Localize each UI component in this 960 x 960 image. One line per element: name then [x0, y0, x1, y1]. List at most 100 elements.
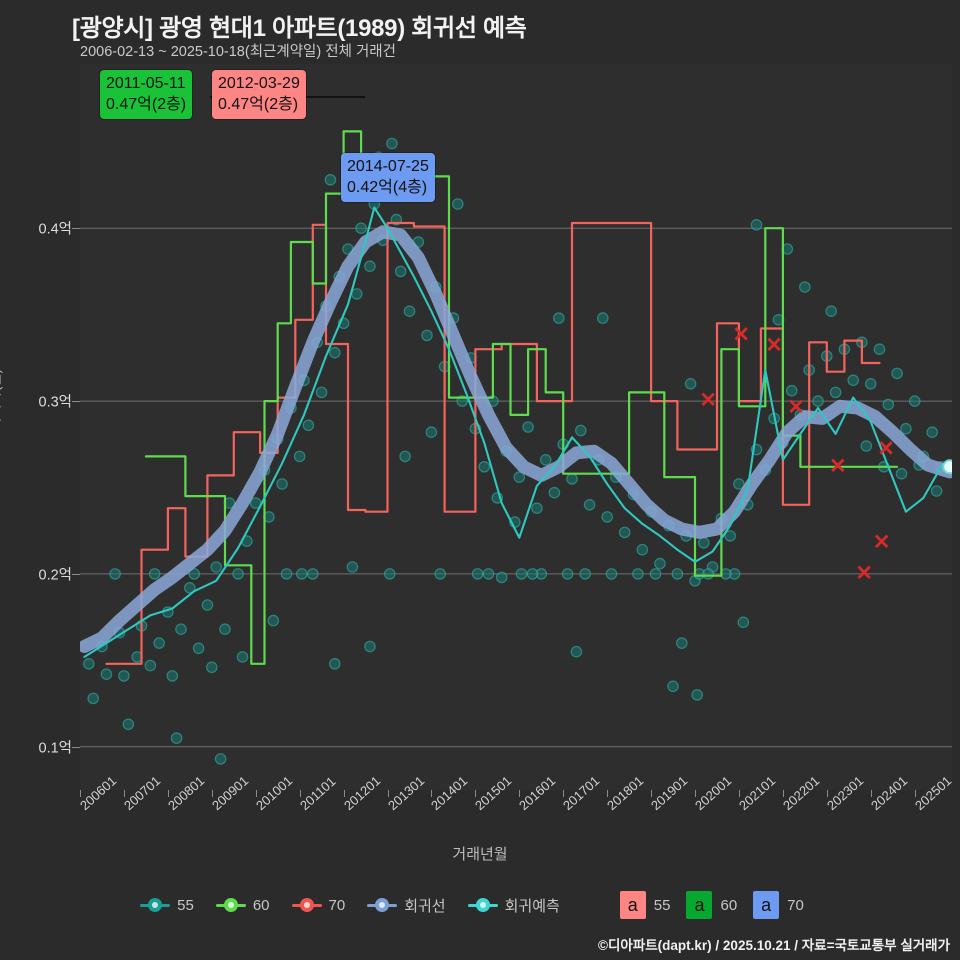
callout-price: 0.47억(2층) [106, 96, 187, 113]
blue-callout[interactable]: 2014-07-25 0.42억(4층) [341, 153, 435, 202]
x-axis-tick [167, 790, 169, 797]
scatter-point [864, 377, 877, 390]
plot-background [80, 64, 952, 790]
page-subtitle: 2006-02-13 ~ 2025-10-18(최근계약일) 전체 거래건 [80, 44, 396, 60]
y-axis-tick [72, 746, 80, 748]
legend-item-회귀선[interactable]: 회귀선 [367, 895, 446, 916]
scatter-point [280, 568, 293, 580]
legend-label: 회귀예측 [504, 897, 560, 915]
scatter-point [579, 568, 591, 580]
scatter-point [697, 536, 710, 549]
scatter-point [296, 568, 308, 580]
scatter-point [232, 568, 244, 580]
scatter-point [684, 377, 697, 390]
scatter-point [632, 568, 644, 580]
scatter-point [144, 659, 157, 672]
legend-item-60[interactable]: 60 [215, 896, 270, 914]
scatter-point [346, 561, 359, 573]
scatter-point [570, 645, 583, 658]
green-callout[interactable]: 2011-05-11 0.47억(2층) [100, 70, 193, 119]
legend-item-55[interactable]: 55 [140, 896, 194, 914]
x-axis-tick [870, 790, 872, 797]
x-axis-tick [914, 790, 916, 797]
y-axis-tick [72, 228, 80, 230]
scatter-point [667, 680, 679, 693]
series-regression-band [80, 225, 952, 653]
y-axis-tick [72, 401, 80, 403]
plot-area: ✕ ✕ ✕ ✕ ✕ ✕ ✕ ✕ [80, 64, 952, 790]
callout-date: 2012-03-29 [218, 75, 300, 92]
x-axis-tick [651, 790, 653, 797]
scatter-point [515, 568, 528, 580]
red-callout[interactable]: 2012-03-29 0.47억(2층) [212, 70, 306, 119]
badge-glyph: a [753, 891, 780, 919]
scatter-point [166, 670, 179, 682]
x-axis-tick [255, 790, 257, 797]
scatter-point [188, 568, 200, 580]
legend-badge-70[interactable]: a 70 [753, 891, 804, 919]
scatter-point [471, 568, 484, 580]
legend-badge-60[interactable]: a 60 [686, 891, 737, 919]
scatter-point [386, 137, 398, 150]
scatter-point [394, 265, 407, 278]
scatter-point [785, 384, 798, 397]
badge-label: 70 [787, 896, 804, 914]
cancelled-marker: ✕ [699, 389, 717, 412]
cancelled-markers: ✕ ✕✕✕✕✕✕✕ [699, 323, 895, 585]
scatter-point [513, 471, 526, 483]
x-axis-tick [738, 790, 740, 797]
scatter-point [302, 419, 315, 432]
scatter-point [825, 305, 837, 317]
chart-legend: 55 60 70 회귀선 회귀예측 a 55 a 60 a 70 [0, 888, 960, 922]
y-axis-tick-label: 0.1억 [38, 740, 73, 757]
chart-canvas: ✕ ✕✕✕✕✕✕✕ [80, 64, 952, 790]
legend-item-70[interactable]: 70 [291, 896, 345, 914]
scatter-point [421, 329, 433, 342]
badge-glyph: a [686, 891, 713, 919]
scatter-point [873, 343, 886, 355]
scatter-point [552, 312, 565, 324]
scatter-point [364, 640, 376, 653]
x-axis-tick [123, 790, 125, 797]
scatter-point [675, 637, 688, 649]
scatter-point [926, 426, 938, 438]
end-point-dot [942, 459, 952, 475]
scatter-point [307, 568, 319, 580]
x-axis-tick [826, 790, 828, 797]
scatter-point [596, 312, 609, 324]
x-axis-tick [80, 790, 81, 797]
y-axis-tick-label: 0.4억 [38, 221, 73, 238]
scatter-point [425, 426, 438, 438]
scatter-point [184, 581, 196, 594]
x-axis-tick [387, 790, 389, 797]
scatter-point [383, 568, 396, 580]
scatter-point [702, 568, 714, 580]
scatter-point [605, 568, 618, 580]
x-axis-tick [299, 790, 301, 797]
scatter-point [654, 557, 666, 570]
scatter-point [860, 440, 873, 452]
scatter-point [671, 568, 684, 580]
series-prediction-line [83, 206, 951, 658]
badge-glyph: a [619, 891, 646, 919]
cancelled-marker: ✕ [829, 455, 847, 478]
legend-badge-55[interactable]: a 55 [619, 891, 670, 919]
scatter-point [293, 450, 306, 463]
cancelled-marker: ✕ [765, 334, 783, 357]
scatter-point [210, 561, 222, 573]
x-axis-tick [343, 790, 345, 797]
scatter-point [109, 568, 121, 580]
cancelled-marker: ✕ [855, 562, 873, 585]
y-axis-tick-label: 0.2억 [38, 567, 73, 584]
scatter-point [329, 346, 341, 359]
scatter-point [847, 374, 859, 387]
scatter-point [350, 288, 363, 300]
y-axis-title: 매매가(원) [0, 368, 4, 432]
scatter-point [649, 568, 662, 580]
callout-price: 0.47억(2층) [218, 96, 299, 113]
scatter-point [175, 623, 187, 635]
scatter-point [170, 732, 183, 744]
scatter-point [526, 568, 539, 580]
legend-item-회귀예측[interactable]: 회귀예측 [467, 895, 560, 916]
